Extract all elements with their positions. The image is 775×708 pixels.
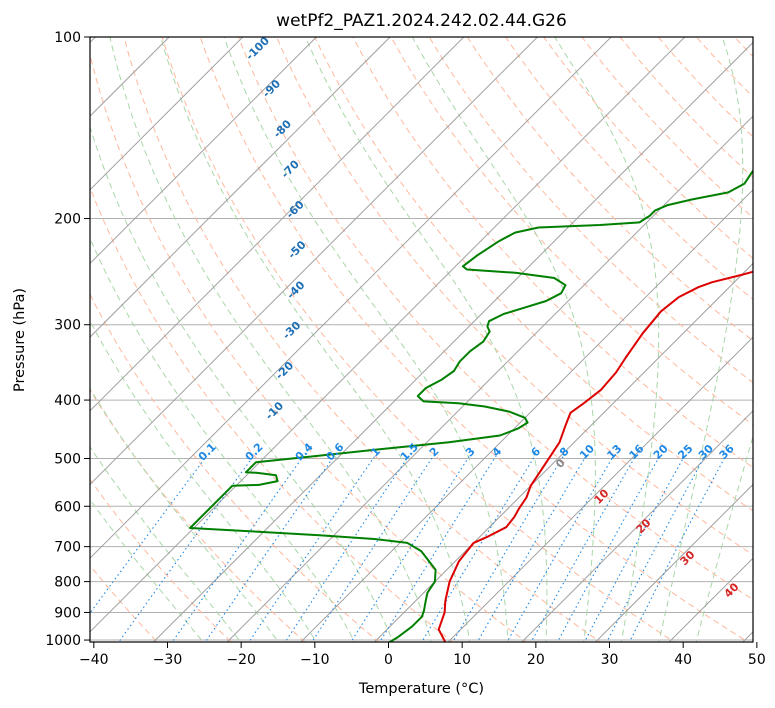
isotherm-line bbox=[90, 37, 391, 338]
dry-adiabat-line bbox=[90, 52, 528, 642]
mixing-ratio-line bbox=[530, 455, 637, 642]
plot-frame bbox=[89, 36, 754, 643]
x-tick-label: 20 bbox=[527, 652, 545, 668]
x-tick-label: 30 bbox=[601, 652, 619, 668]
isotherm-line bbox=[373, 262, 753, 642]
x-tick-label: −20 bbox=[226, 652, 256, 668]
isotherm-line bbox=[521, 410, 753, 642]
moist-adiabat-line bbox=[90, 237, 356, 642]
mixing-ratio-line bbox=[583, 455, 685, 642]
moist-adiabat-line bbox=[223, 37, 509, 642]
plot-area bbox=[90, 37, 753, 642]
y-tick-label: 700 bbox=[54, 540, 81, 556]
moist-adiabat-line bbox=[695, 434, 753, 642]
moist-adiabat-line bbox=[90, 445, 242, 642]
moist-adiabat-line bbox=[90, 319, 317, 642]
dry-adiabat-line bbox=[276, 37, 753, 556]
moist-adiabat-line bbox=[411, 37, 596, 642]
y-tick-label: 900 bbox=[54, 605, 81, 621]
mixing-ratio-line bbox=[506, 455, 614, 642]
x-axis-ticks: −40 −30 −20 −10 0 10 20 30 40 50 bbox=[79, 642, 766, 668]
mixing-ratio-line bbox=[606, 455, 706, 642]
y-tick-label: 300 bbox=[54, 318, 81, 334]
mixing-ratio-line bbox=[248, 455, 376, 642]
chart-title: wetPf2_PAZ1.2024.242.02.44.G26 bbox=[276, 11, 567, 31]
dewpoint-line bbox=[189, 169, 753, 642]
y-tick-label: 400 bbox=[54, 393, 81, 409]
x-tick-label: −30 bbox=[153, 652, 183, 668]
dry-adiabat-line bbox=[90, 293, 380, 642]
x-tick-label: 10 bbox=[453, 652, 471, 668]
isotherms bbox=[90, 37, 753, 642]
isotherm-line bbox=[226, 115, 753, 642]
mixing-ratio-line bbox=[350, 455, 471, 642]
dry-adiabat-line bbox=[90, 478, 232, 642]
mixing-ratio-lines bbox=[90, 455, 727, 642]
dry-adiabat-line bbox=[199, 37, 749, 642]
y-tick-label: 500 bbox=[54, 452, 81, 468]
isotherm-line bbox=[90, 37, 465, 412]
isotherm-line bbox=[90, 37, 539, 486]
isotherm-line bbox=[594, 483, 753, 642]
isotherm-line bbox=[90, 37, 318, 265]
mixing-ratio-line bbox=[556, 455, 661, 642]
mixing-ratio-line bbox=[628, 455, 727, 642]
y-tick-label: 600 bbox=[54, 499, 81, 515]
x-tick-label: 0 bbox=[384, 652, 393, 668]
mixing-ratio-line bbox=[118, 455, 255, 642]
y-tick-label: 1000 bbox=[45, 633, 81, 649]
isotherm-line bbox=[447, 336, 753, 642]
moist-adiabat-line bbox=[90, 498, 204, 642]
dry-adiabats bbox=[90, 37, 753, 642]
moist-adiabat-line bbox=[90, 125, 394, 642]
dry-adiabat-line bbox=[352, 37, 753, 469]
mixing-ratio-line bbox=[379, 455, 497, 642]
x-tick-label: 40 bbox=[674, 652, 692, 668]
isotherm-line bbox=[152, 41, 753, 642]
x-tick-label: 50 bbox=[748, 652, 766, 668]
profile-series bbox=[189, 169, 753, 642]
moist-adiabat-line bbox=[554, 37, 660, 642]
dry-adiabat-line bbox=[237, 37, 753, 601]
x-tick-label: −10 bbox=[300, 652, 330, 668]
y-axis-ticks: 100 200 300 400 500 600 700 800 900 1000 bbox=[45, 30, 90, 649]
y-tick-label: 100 bbox=[54, 30, 81, 46]
isotherm-line bbox=[300, 189, 753, 642]
x-tick-label: −40 bbox=[79, 652, 109, 668]
mixing-ratio-line bbox=[476, 455, 587, 642]
mixing-ratio-line bbox=[171, 455, 305, 642]
isotherm-line bbox=[90, 37, 244, 191]
moist-adiabat-line bbox=[304, 37, 548, 642]
temperature-line bbox=[437, 270, 753, 642]
dry-adiabat-line bbox=[90, 388, 306, 642]
y-axis-title: Pressure (hPa) bbox=[12, 288, 28, 392]
mixing-ratio-line bbox=[421, 455, 536, 642]
dry-adiabat-line bbox=[90, 186, 454, 642]
dry-adiabat-line bbox=[390, 37, 753, 426]
mixing-ratio-line bbox=[452, 455, 564, 642]
dry-adiabat-line bbox=[123, 37, 602, 642]
moist-adiabat-line bbox=[109, 37, 432, 642]
x-axis-title: Temperature (°C) bbox=[358, 681, 484, 697]
isotherm-line bbox=[90, 37, 612, 559]
isotherm-line bbox=[90, 37, 686, 633]
y-tick-label: 200 bbox=[54, 212, 81, 228]
y-tick-label: 800 bbox=[54, 575, 81, 591]
dry-adiabat-line bbox=[314, 37, 753, 512]
moist-adiabat-line bbox=[160, 37, 471, 642]
